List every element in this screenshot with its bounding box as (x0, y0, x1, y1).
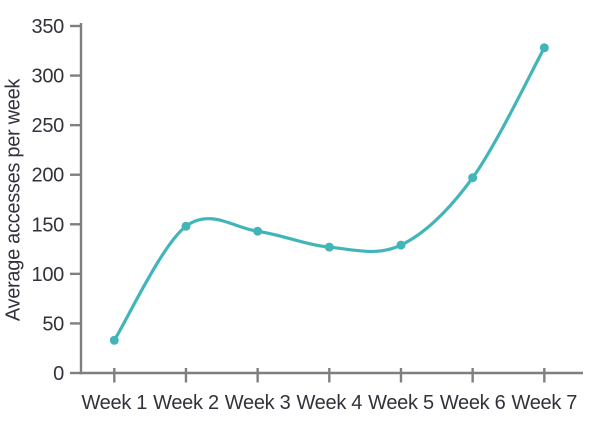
data-point (324, 242, 334, 252)
y-tick-label: 200 (32, 165, 65, 187)
x-tick-label: Week 1 (81, 392, 147, 414)
y-tick-label: 150 (32, 214, 65, 236)
x-tick-label: Week 7 (511, 392, 577, 414)
data-point (253, 226, 263, 236)
data-point (396, 240, 406, 250)
y-tick-label: 50 (42, 313, 64, 335)
y-tick-label: 350 (32, 16, 65, 38)
data-point (539, 43, 549, 53)
y-tick-label: 250 (32, 115, 65, 137)
trend-line (112, 46, 546, 342)
y-axis-title: Average accesses per week (2, 78, 25, 322)
y-tick-label: 100 (32, 264, 65, 286)
x-tick-label: Week 5 (368, 392, 434, 414)
x-tick-label: Week 3 (225, 392, 291, 414)
y-tick-label: 0 (53, 363, 64, 385)
data-point (109, 335, 119, 345)
x-tick-label: Week 2 (153, 392, 219, 414)
y-tick-label: 300 (32, 66, 65, 88)
x-tick-label: Week 6 (440, 392, 506, 414)
data-point (181, 221, 191, 231)
data-point (468, 173, 478, 183)
x-tick-label: Week 4 (296, 392, 362, 414)
